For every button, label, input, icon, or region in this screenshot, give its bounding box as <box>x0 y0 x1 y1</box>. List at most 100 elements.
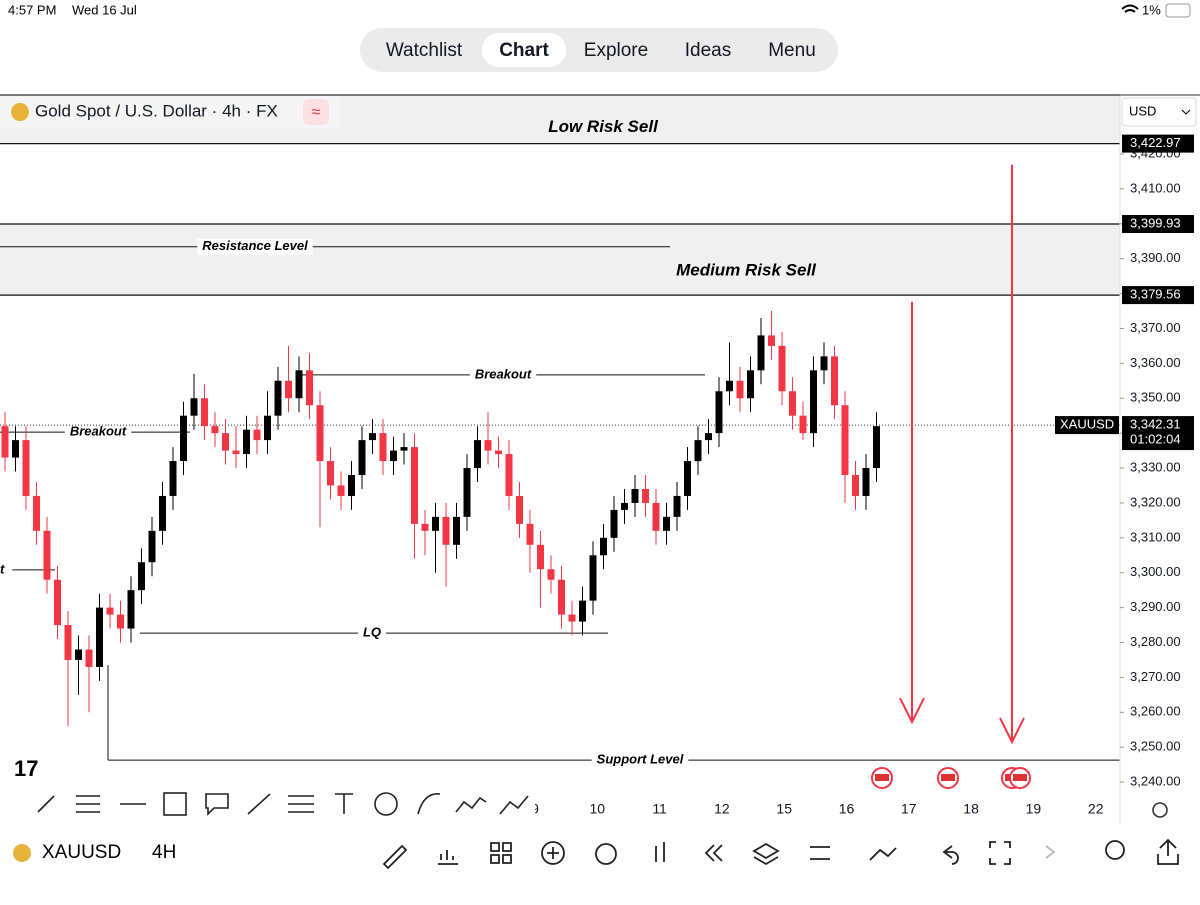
chart-area: Low Risk Sell Medium Risk Sell Resistance … <box>0 94 1120 789</box>
drawing-tools <box>37 792 529 816</box>
tool-channel[interactable] <box>288 795 314 813</box>
candle-body <box>505 454 513 496</box>
y-tick-label: 3,300.00 <box>1130 564 1181 579</box>
symbol-tag <box>1055 416 1119 435</box>
nav-tab[interactable]: Ideas <box>685 40 731 61</box>
zone-label: Low Risk Sell <box>548 117 659 136</box>
candle-body <box>495 450 502 455</box>
candle-body <box>411 447 418 524</box>
candle-body <box>558 579 565 615</box>
nav-active <box>482 33 566 67</box>
layout-button[interactable] <box>490 842 512 864</box>
status-glyph: ≈ <box>312 104 321 121</box>
candle-body <box>190 398 198 416</box>
undo-button[interactable] <box>942 845 959 865</box>
zone-label: Medium Risk Sell <box>676 261 817 280</box>
axis-settings[interactable] <box>1152 802 1168 818</box>
candle-body <box>274 380 282 416</box>
drawing-toolbar <box>0 785 535 825</box>
replay-button[interactable] <box>704 844 723 862</box>
candle-body <box>642 488 649 503</box>
candle-body <box>747 370 754 399</box>
y-tick-label: 3,360.00 <box>1130 355 1181 370</box>
draw-button[interactable] <box>382 844 408 870</box>
compare-button[interactable] <box>869 847 897 861</box>
redo-button[interactable] <box>1045 845 1056 859</box>
bottom-interval[interactable]: 4H <box>152 842 176 863</box>
ideas-button[interactable] <box>1105 840 1125 860</box>
settings-button[interactable] <box>810 846 830 860</box>
candle-body <box>22 440 30 496</box>
y-tick-label: 3,240.00 <box>1130 774 1181 789</box>
candle-body <box>243 429 250 455</box>
candle-body <box>85 649 93 667</box>
nav-tab[interactable]: Watchlist <box>386 40 463 61</box>
arrow <box>899 301 925 725</box>
tool-brush[interactable] <box>499 795 529 815</box>
candle-body <box>789 391 796 416</box>
event-flag-stripes <box>875 774 889 781</box>
y-tick-label: 3,330.00 <box>1130 459 1181 474</box>
candle-body <box>726 380 733 392</box>
nav-tab[interactable]: Chart <box>499 40 549 61</box>
tool-curve[interactable] <box>417 793 441 815</box>
annotation-label: Resistance Level <box>202 238 308 253</box>
candle-body <box>148 530 156 563</box>
candle-body <box>96 607 103 667</box>
candle-body <box>768 335 775 346</box>
symbol-title: Gold Spot / U.S. Dollar · 4h · FX <box>35 101 278 120</box>
candle-body <box>369 433 376 441</box>
currency-select[interactable] <box>1121 97 1197 127</box>
tool-pattern[interactable] <box>455 796 487 813</box>
tool-fib[interactable] <box>76 795 100 813</box>
candle-body <box>652 502 660 531</box>
tool-trend[interactable] <box>37 795 55 813</box>
price-axis: 3,240.00 3,250.00 3,260.00 3,270.00 3,280.00… <box>531 134 1194 817</box>
candle-body <box>390 450 397 462</box>
nav-tab[interactable]: Menu <box>768 40 816 61</box>
arrow <box>999 164 1025 745</box>
tool-note[interactable] <box>205 793 229 816</box>
chart-type-button[interactable] <box>655 842 665 862</box>
y-tick-label: 3,290.00 <box>1130 599 1181 614</box>
tool-text[interactable] <box>335 793 353 814</box>
price-tag-label: 3,399.93 <box>1130 215 1181 230</box>
share-button[interactable] <box>1157 838 1179 865</box>
candle-body <box>474 440 481 469</box>
candle-body <box>117 614 124 629</box>
status-time: 4:57 PM <box>8 2 56 17</box>
candle-body <box>778 345 786 392</box>
candle-body <box>463 468 471 517</box>
candle-body <box>453 516 460 545</box>
candle-body <box>1 426 9 458</box>
annotation-label: Support Level <box>597 752 684 767</box>
fullscreen-button[interactable] <box>989 841 1011 865</box>
tool-ray[interactable] <box>247 793 271 815</box>
nav-tab[interactable]: Explore <box>584 40 648 61</box>
annotation-bg <box>0 561 13 578</box>
annotation-label: LQ <box>363 625 381 640</box>
candle-body <box>327 461 334 486</box>
candle-body <box>673 495 681 517</box>
indicators-button[interactable] <box>438 850 458 865</box>
annotation-label: Breakout <box>475 366 532 381</box>
candle-body <box>694 440 702 462</box>
candle-body <box>201 398 208 427</box>
candle-body <box>873 426 880 469</box>
price-tag <box>1122 286 1194 305</box>
candle-body <box>64 625 72 660</box>
status-icon[interactable] <box>303 99 329 125</box>
x-tick-label: 18 <box>963 801 979 817</box>
annotation-label: Breakout <box>70 424 127 439</box>
bottom-symbol[interactable]: XAUUSD <box>42 842 121 863</box>
alert-button[interactable] <box>595 843 617 865</box>
tool-rect[interactable] <box>163 792 187 816</box>
tool-circle[interactable] <box>374 792 398 816</box>
annotation-bg <box>64 424 132 441</box>
candle-body <box>432 516 439 531</box>
add-button[interactable] <box>541 841 565 865</box>
candle-body <box>106 607 114 615</box>
layers-button[interactable] <box>752 842 780 866</box>
chevron <box>1181 109 1191 115</box>
